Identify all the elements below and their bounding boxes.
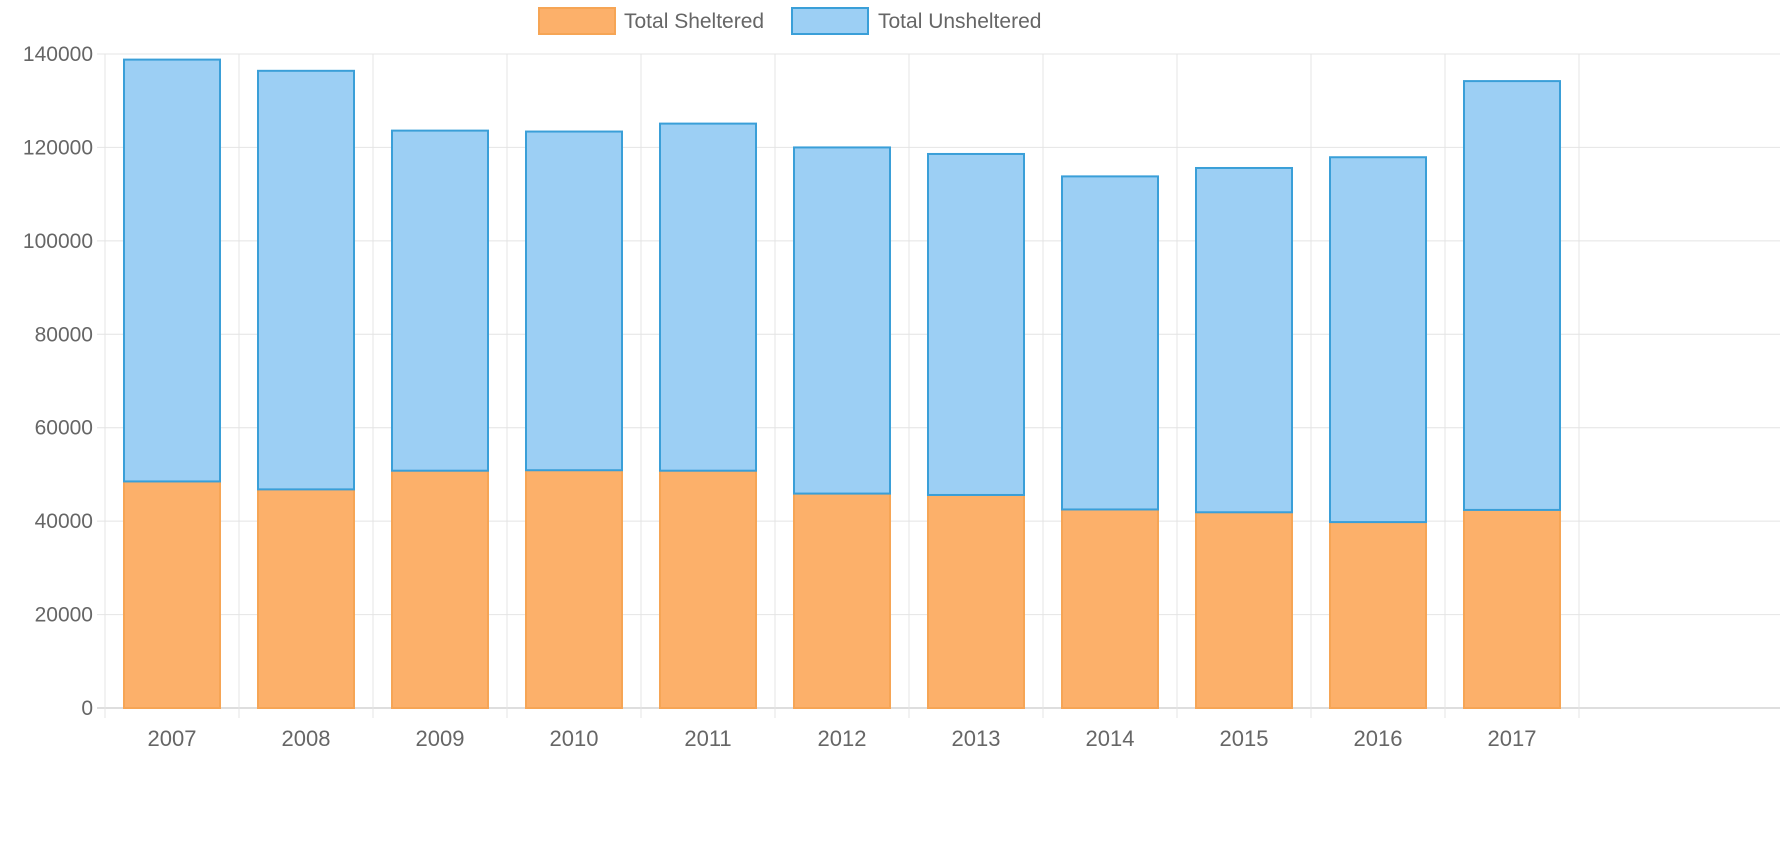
legend-label-unsheltered[interactable]: Total Unsheltered [878, 10, 1041, 33]
bar-sheltered-2016[interactable] [1329, 521, 1427, 709]
x-tick-label: 2011 [684, 726, 731, 751]
y-tick-label: 20000 [35, 604, 93, 627]
bar-sheltered-2015[interactable] [1195, 511, 1293, 710]
legend: Total Sheltered Total Unsheltered [538, 7, 1041, 35]
y-tick-label: 120000 [23, 136, 93, 159]
legend-swatch-sheltered[interactable] [538, 7, 616, 35]
y-tick-label: 60000 [35, 417, 93, 440]
bar-sheltered-2013[interactable] [927, 493, 1025, 709]
y-tick-label: 80000 [35, 323, 93, 346]
bar-sheltered-2012[interactable] [793, 492, 891, 709]
bar-unsheltered-2011[interactable] [659, 122, 757, 472]
x-tick-label: 2009 [416, 726, 465, 751]
bar-unsheltered-2007[interactable] [123, 58, 221, 483]
bar-unsheltered-2010[interactable] [525, 130, 623, 472]
bar-sheltered-2011[interactable] [659, 469, 757, 710]
bar-unsheltered-2012[interactable] [793, 146, 891, 495]
bar-sheltered-2014[interactable] [1061, 508, 1159, 710]
bar-sheltered-2017[interactable] [1463, 508, 1561, 709]
bar-sheltered-2008[interactable] [257, 488, 355, 709]
legend-label-sheltered[interactable]: Total Sheltered [624, 10, 764, 33]
x-tick-label: 2007 [148, 726, 197, 751]
x-tick-label: 2012 [818, 726, 867, 751]
bar-unsheltered-2008[interactable] [257, 69, 355, 491]
bar-sheltered-2009[interactable] [391, 469, 489, 710]
bar-unsheltered-2016[interactable] [1329, 156, 1427, 524]
x-tick-label: 2015 [1220, 726, 1269, 751]
legend-swatch-unsheltered[interactable] [791, 7, 869, 35]
bar-unsheltered-2015[interactable] [1195, 166, 1293, 514]
x-tick-label: 2008 [282, 726, 331, 751]
bar-unsheltered-2013[interactable] [927, 152, 1025, 496]
x-tick-label: 2016 [1354, 726, 1403, 751]
x-tick-label: 2010 [550, 726, 599, 751]
bar-unsheltered-2009[interactable] [391, 129, 489, 472]
bar-sheltered-2010[interactable] [525, 469, 623, 709]
x-tick-label: 2014 [1086, 726, 1135, 751]
y-tick-label: 40000 [35, 510, 93, 533]
x-tick-label: 2013 [952, 726, 1001, 751]
bar-unsheltered-2017[interactable] [1463, 80, 1561, 511]
y-tick-label: 0 [81, 697, 93, 720]
bars-layer [123, 58, 1561, 710]
y-tick-label: 100000 [23, 230, 93, 253]
bar-sheltered-2007[interactable] [123, 480, 221, 709]
bar-unsheltered-2014[interactable] [1061, 175, 1159, 511]
y-tick-label: 140000 [23, 43, 93, 66]
x-tick-label: 2017 [1488, 726, 1537, 751]
axis-layer: 0 20000 40000 60000 80000 100000 120000 140000 2… [23, 43, 1537, 751]
